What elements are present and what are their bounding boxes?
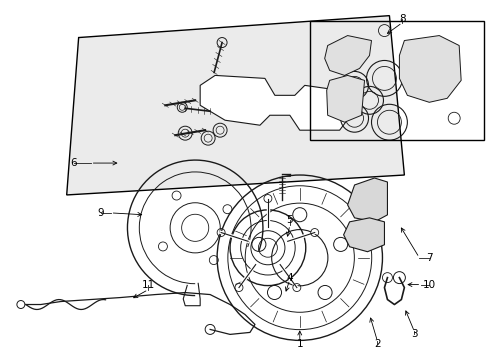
Text: 4: 4	[286, 273, 292, 283]
Polygon shape	[200, 75, 354, 130]
Text: 7: 7	[425, 253, 432, 263]
Polygon shape	[347, 178, 386, 222]
Text: 9: 9	[97, 208, 103, 218]
Polygon shape	[66, 15, 404, 195]
Text: 3: 3	[410, 329, 417, 339]
Text: 1: 1	[296, 339, 303, 349]
Polygon shape	[324, 36, 371, 75]
Polygon shape	[326, 75, 364, 122]
Text: 5: 5	[286, 215, 292, 225]
Text: 11: 11	[142, 280, 155, 289]
Polygon shape	[343, 218, 384, 252]
Text: 2: 2	[373, 339, 380, 349]
Text: 8: 8	[398, 14, 405, 24]
Text: 10: 10	[422, 280, 435, 289]
Polygon shape	[399, 36, 460, 102]
Bar	[309, 21, 483, 140]
Text: 6: 6	[70, 158, 77, 168]
